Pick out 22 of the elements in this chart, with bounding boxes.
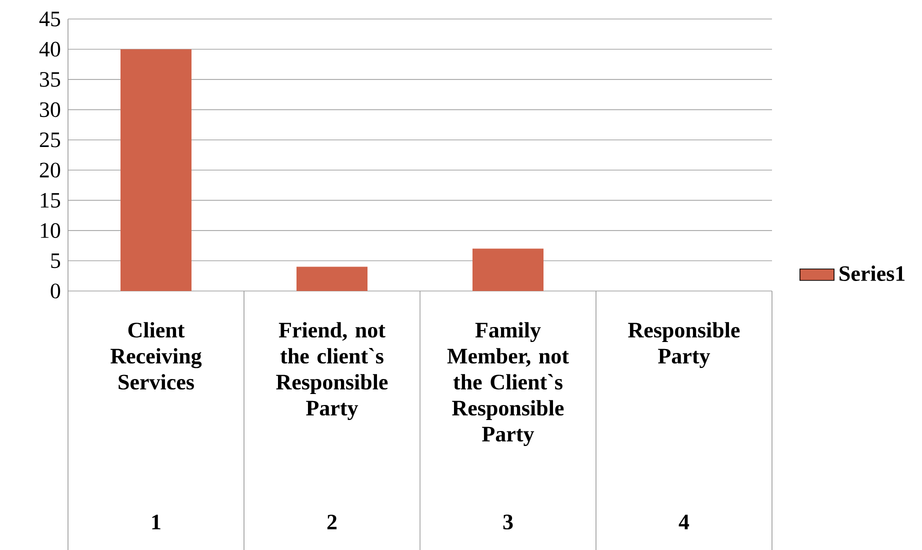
y-tick-label: 0 xyxy=(50,284,60,298)
bar xyxy=(472,248,544,291)
y-tick-label: 5 xyxy=(51,253,60,268)
y-tick-label: 15 xyxy=(40,192,60,208)
legend-label: Series1 xyxy=(840,266,905,282)
y-tick-label: 30 xyxy=(40,102,60,118)
x-tick-label: Client Receiving Services xyxy=(110,322,202,390)
y-tick-label: 25 xyxy=(40,132,60,148)
x-tick-label: Friend, not the client`s Responsible Party xyxy=(276,322,388,420)
text: 4 xyxy=(678,514,690,530)
y-tick-label: 20 xyxy=(40,162,60,178)
y-tick-label: 10 xyxy=(40,223,60,238)
y-tick-label: 45 xyxy=(39,12,60,26)
bar xyxy=(120,49,192,291)
text: 2 xyxy=(327,514,337,530)
text: 1 xyxy=(152,514,160,530)
x-tick-label: Responsible Party xyxy=(628,322,740,368)
x-tick-label: Family Member, not the Client`s Responsible Party xyxy=(447,322,569,446)
y-tick-label: 35 xyxy=(40,72,60,87)
text: 3 xyxy=(503,514,513,530)
bar xyxy=(296,266,368,291)
y-tick-label: 40 xyxy=(39,42,60,57)
